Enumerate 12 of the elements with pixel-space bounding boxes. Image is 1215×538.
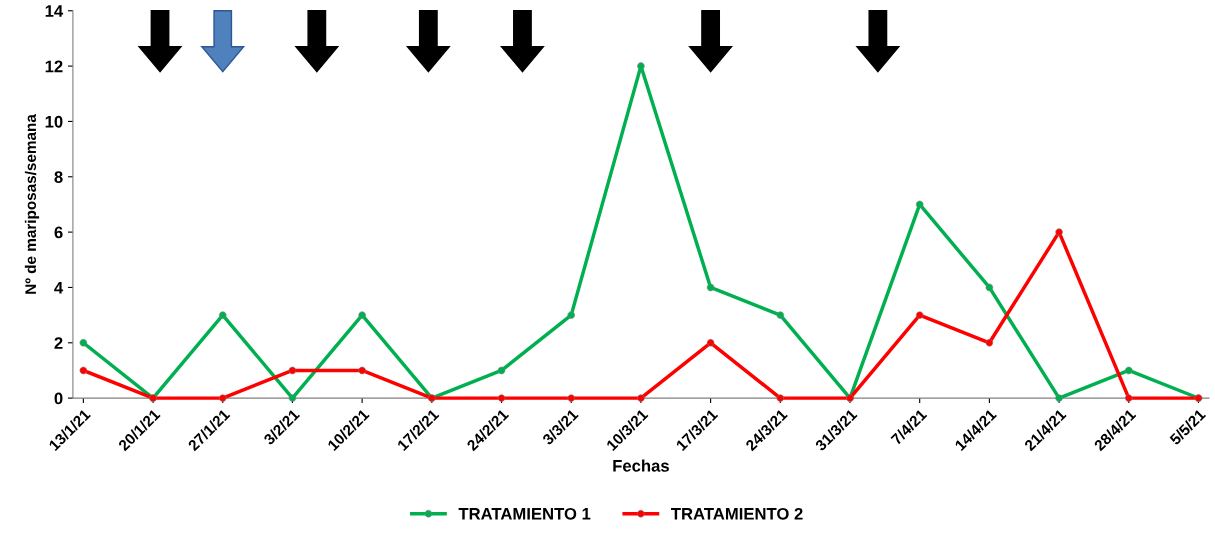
x-axis-title: Fechas (613, 459, 669, 472)
y-tick-label: 2 (54, 337, 63, 349)
y-tick-label: 4 (54, 282, 64, 294)
y-tick-label: 8 (54, 171, 63, 183)
legend-label: TRATAMIENTO 2 (671, 507, 803, 520)
legend-label: TRATAMIENTO 1 (458, 507, 591, 520)
y-tick-label: 12 (45, 60, 63, 73)
y-tick-label: 6 (54, 226, 63, 239)
y-axis-title: Nº de mariposas/semana (24, 114, 40, 294)
y-tick-label: 0 (54, 392, 63, 405)
y-tick-label: 14 (45, 5, 64, 17)
y-tick-label: 10 (45, 115, 63, 128)
